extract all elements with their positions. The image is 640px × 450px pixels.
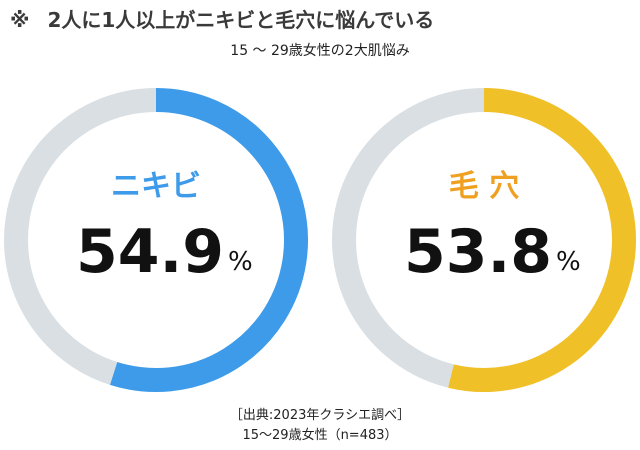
chart-subtitle: 15 ～ 29歳女性の2大肌悩み	[230, 43, 410, 59]
headline-text: 2人に1人以上がニキビと毛穴に悩んでいる	[47, 8, 435, 32]
donut-title: ニキビ	[111, 169, 201, 204]
donut-value-label: 54.9	[76, 217, 224, 287]
donut-remainder-arc	[4, 88, 157, 385]
source-label: ［出典:2023年クラシエ調べ］	[229, 408, 411, 423]
donut-value-arc	[109, 88, 308, 392]
donut-title: 毛 穴	[449, 169, 519, 204]
donut-value-label: 53.8	[404, 217, 552, 287]
donut-unit-label: %	[228, 247, 253, 277]
donut-remainder-arc	[332, 88, 485, 388]
donut-value-arc	[448, 88, 636, 392]
reference-mark: ※	[10, 8, 30, 32]
headline: ※ 2人に1人以上がニキビと毛穴に悩んでいる	[10, 4, 434, 33]
sample-label: 15～29歳女性（n=483）	[242, 428, 398, 443]
donut-unit-label: %	[556, 247, 581, 277]
source-note: ［出典:2023年クラシエ調べ］ 15～29歳女性（n=483）	[0, 406, 640, 446]
